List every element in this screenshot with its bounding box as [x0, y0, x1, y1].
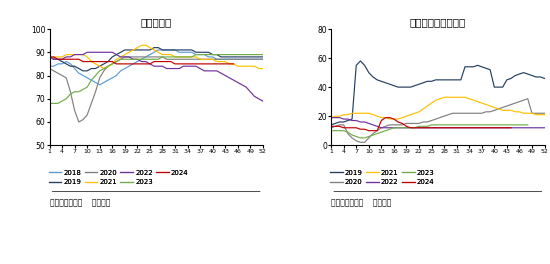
Text: 数据来源：钒联    正信期货: 数据来源：钒联 正信期货 — [331, 199, 392, 208]
Title: 纹织企业：订单天数: 纹织企业：订单天数 — [410, 17, 466, 27]
Legend: 2018, 2019, 2020, 2021, 2022, 2023, 2024: 2018, 2019, 2020, 2021, 2022, 2023, 2024 — [49, 169, 189, 185]
Legend: 2019, 2020, 2021, 2022, 2023, 2024: 2019, 2020, 2021, 2022, 2023, 2024 — [331, 169, 435, 185]
Text: 数据来源：钒联    正信期货: 数据来源：钒联 正信期货 — [50, 199, 110, 208]
Title: 聚酯开机率: 聚酯开机率 — [141, 17, 172, 27]
